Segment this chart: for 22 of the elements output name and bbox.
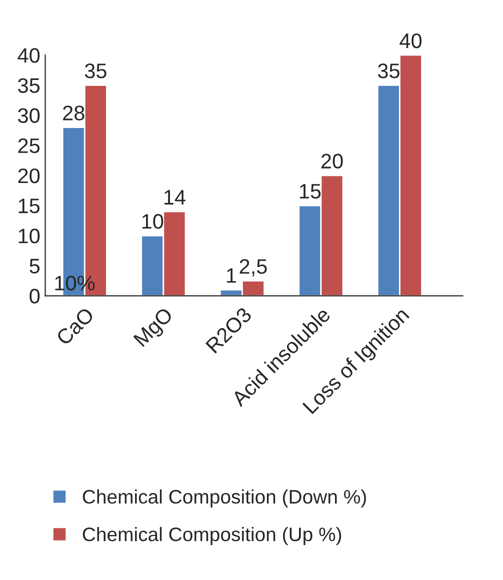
x-tick-label: CaO — [56, 306, 95, 346]
y-tick-label: 25 — [18, 138, 40, 154]
data-label: 20 — [321, 154, 343, 169]
data-label: 35 — [84, 64, 106, 78]
data-label: 10 — [142, 214, 164, 229]
data-label: 15 — [300, 184, 321, 199]
data-label: 1 — [226, 268, 236, 283]
legend-label: Chemical Composition (Down %) — [82, 489, 366, 508]
y-tick-label: 20 — [18, 168, 40, 184]
y-tick-label: 10 — [18, 228, 40, 244]
data-label: 35 — [378, 64, 400, 78]
y-tick-label: 40 — [18, 48, 40, 63]
data-label: 14 — [164, 190, 186, 204]
y-tick-label: 30 — [18, 108, 40, 124]
data-label: 28 — [63, 106, 84, 120]
data-label: 2,5 — [240, 259, 267, 276]
y-tick-label: 15 — [18, 198, 40, 214]
legend-label: Chemical Composition (Up %) — [82, 526, 342, 546]
y-tick-label: 35 — [18, 78, 40, 93]
y-tick-label: 5 — [30, 258, 40, 274]
y-tick-label: 0 — [30, 288, 40, 304]
data-label: 40 — [400, 33, 422, 48]
